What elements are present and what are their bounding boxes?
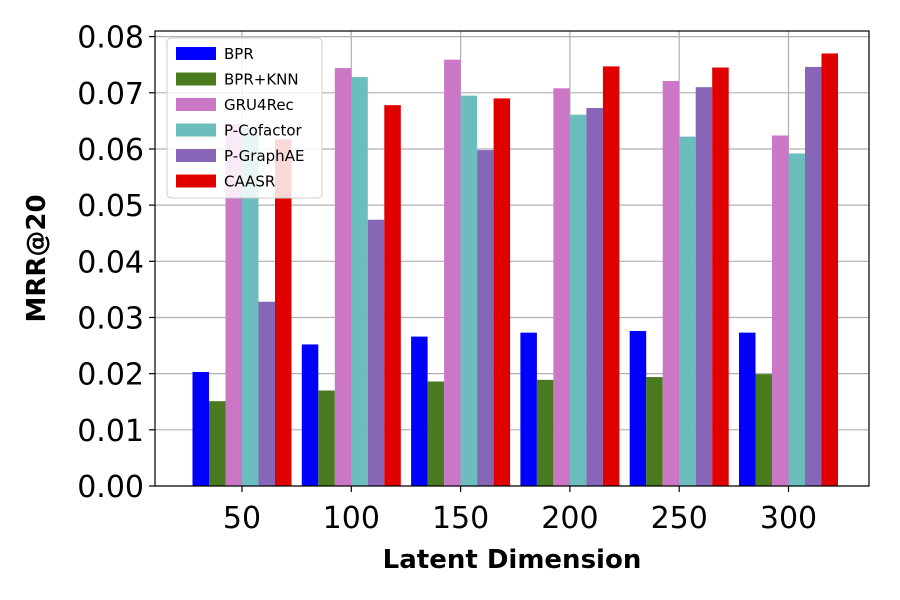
bar-p-graphae-200 [586, 107, 603, 486]
x-tick-label: 50 [223, 501, 261, 536]
bar-p-graphae-250 [695, 87, 713, 486]
legend-swatch [176, 149, 216, 162]
x-tick-label: 300 [760, 501, 817, 536]
bar-p-cofactor-100 [351, 77, 368, 486]
bar-bpr-100 [301, 344, 319, 486]
bar-bpr-knn-50 [209, 401, 226, 486]
bar-bpr-150 [411, 336, 428, 486]
bar-caasr-200 [602, 66, 620, 486]
bar-gru4rec-250 [662, 80, 680, 486]
bar-caasr-50 [275, 139, 292, 486]
bar-gru4rec-50 [225, 123, 242, 487]
legend-label: P-Cofactor [224, 122, 303, 140]
bar-p-graphae-50 [258, 301, 275, 486]
legend-label: GRU4Rec [224, 96, 294, 114]
bar-caasr-300 [821, 53, 838, 486]
legend-swatch [176, 72, 216, 86]
y-tick-label: 0.01 [77, 414, 144, 449]
y-tick-label: 0.08 [77, 21, 144, 56]
bar-p-cofactor-250 [679, 136, 696, 487]
bar-p-cofactor-50 [242, 127, 259, 487]
bar-bpr-knn-200 [536, 379, 554, 486]
bar-caasr-100 [384, 105, 401, 487]
x-tick-label: 100 [323, 501, 380, 536]
y-tick-label: 0.05 [77, 189, 144, 224]
legend-swatch [176, 123, 216, 137]
bar-gru4rec-300 [772, 135, 789, 486]
bar-p-graphae-150 [477, 150, 494, 486]
y-tick-label: 0.04 [77, 245, 144, 280]
bar-p-cofactor-300 [788, 153, 805, 486]
bar-bpr-knn-300 [755, 374, 772, 486]
bar-gru4rec-150 [444, 59, 461, 487]
y-tick-label: 0.06 [77, 133, 144, 168]
x-axis-title: Latent Dimension [383, 545, 642, 575]
bar-p-cofactor-200 [569, 114, 587, 486]
y-tick-label: 0.07 [77, 77, 144, 112]
bar-bpr-300 [739, 332, 756, 486]
legend-swatch [176, 98, 216, 111]
y-tick-label: 0.02 [77, 358, 144, 393]
bar-caasr-250 [712, 67, 729, 487]
bar-bpr-200 [520, 332, 537, 486]
bar-p-graphae-100 [367, 219, 385, 487]
bar-bpr-50 [192, 371, 209, 486]
legend-swatch [176, 47, 216, 60]
legend: BPR BPR+KNN GRU4Rec P-Cofactor P-GraphAE CAAS… [166, 37, 323, 199]
legend-swatch [176, 174, 216, 188]
x-axis-ticks: 50 100 150 200 250 300 [223, 486, 817, 536]
plot-area [154, 30, 870, 487]
y-axis-ticks: 0.00 0.01 0.02 0.03 0.04 0.05 0.06 0.07 0.08 [77, 21, 155, 505]
x-tick-label: 250 [651, 501, 708, 536]
bar-p-graphae-300 [805, 66, 822, 486]
y-axis-title: MRR@20 [22, 194, 52, 322]
bars [192, 53, 838, 487]
legend-label: P-GraphAE [224, 147, 304, 165]
bar-bpr-knn-100 [318, 390, 335, 486]
bar-bpr-knn-150 [427, 381, 445, 486]
bar-bpr-250 [629, 330, 647, 486]
y-tick-label: 0.03 [77, 301, 144, 336]
bar-bpr-knn-250 [646, 377, 663, 486]
bar-caasr-150 [493, 98, 511, 486]
y-tick-label: 0.00 [77, 470, 144, 505]
legend-label: BPR [224, 45, 254, 63]
bar-p-cofactor-150 [460, 95, 478, 487]
bar-gru4rec-100 [334, 68, 352, 487]
legend-label: BPR+KNN [224, 71, 299, 89]
bar-gru4rec-200 [553, 88, 570, 486]
legend-label: CAASR [224, 173, 275, 191]
x-tick-label: 150 [432, 501, 489, 536]
x-tick-label: 200 [541, 501, 598, 536]
